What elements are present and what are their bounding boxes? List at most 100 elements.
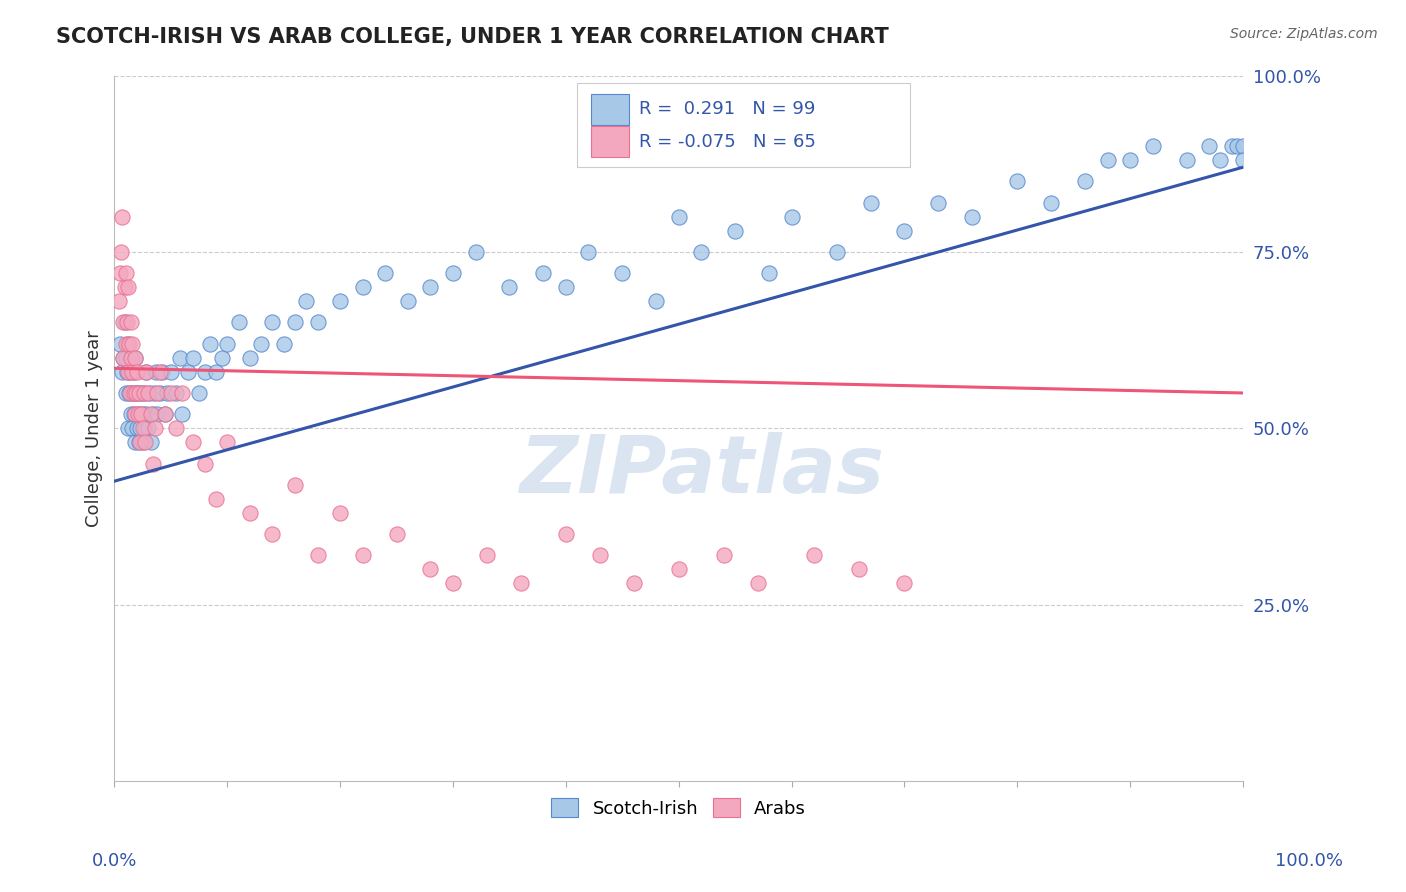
Point: [125, 386, 148, 401]
Point: [153, 407, 176, 421]
Point: [166, 386, 188, 401]
Point: [131, 407, 153, 421]
Point: [419, 280, 441, 294]
Point: [114, 315, 136, 329]
Point: [150, 365, 173, 379]
Point: [1175, 153, 1198, 168]
Point: [124, 351, 146, 365]
Point: [623, 576, 645, 591]
Point: [747, 576, 769, 591]
Point: [131, 386, 153, 401]
Point: [148, 386, 170, 401]
Point: [112, 351, 135, 365]
Point: [612, 266, 634, 280]
Point: [112, 315, 135, 329]
Point: [645, 294, 668, 309]
Point: [1119, 153, 1142, 168]
Point: [115, 315, 138, 329]
Point: [1220, 139, 1243, 153]
Point: [803, 548, 825, 562]
Point: [166, 421, 188, 435]
Point: [374, 266, 396, 280]
Point: [352, 280, 374, 294]
Point: [120, 351, 142, 365]
Point: [136, 386, 159, 401]
Point: [307, 548, 329, 562]
Point: [464, 244, 486, 259]
Point: [143, 421, 166, 435]
Point: [893, 576, 915, 591]
Legend: Scotch-Irish, Arabs: Scotch-Irish, Arabs: [544, 791, 814, 825]
Text: ZIPatlas: ZIPatlas: [519, 432, 884, 509]
Point: [114, 280, 136, 294]
FancyBboxPatch shape: [591, 94, 628, 125]
Point: [127, 386, 149, 401]
Point: [1232, 139, 1254, 153]
Point: [121, 336, 143, 351]
Point: [120, 386, 142, 401]
Point: [124, 407, 146, 421]
Point: [554, 527, 576, 541]
Point: [262, 315, 284, 329]
Point: [498, 280, 520, 294]
Point: [114, 351, 136, 365]
Text: R =  0.291   N = 99: R = 0.291 N = 99: [640, 101, 815, 119]
Point: [554, 280, 576, 294]
Point: [153, 407, 176, 421]
Point: [129, 435, 152, 450]
Point: [284, 477, 307, 491]
Point: [576, 244, 599, 259]
Point: [1074, 174, 1097, 188]
Point: [142, 457, 165, 471]
Point: [239, 506, 262, 520]
Point: [589, 548, 612, 562]
Point: [307, 315, 329, 329]
Point: [960, 210, 983, 224]
Point: [205, 365, 228, 379]
Point: [127, 407, 149, 421]
Point: [135, 407, 157, 421]
Point: [120, 407, 142, 421]
Point: [172, 386, 194, 401]
Point: [690, 244, 713, 259]
Point: [352, 548, 374, 562]
Point: [146, 386, 169, 401]
Point: [121, 386, 143, 401]
Point: [138, 386, 160, 401]
Text: 0.0%: 0.0%: [91, 852, 136, 870]
Point: [122, 386, 145, 401]
Point: [122, 407, 145, 421]
Point: [120, 315, 142, 329]
Point: [1209, 153, 1232, 168]
Point: [262, 527, 284, 541]
Point: [859, 195, 882, 210]
Point: [115, 365, 138, 379]
Point: [188, 386, 211, 401]
Point: [131, 407, 153, 421]
Point: [145, 365, 167, 379]
Point: [139, 435, 162, 450]
Point: [117, 336, 139, 351]
Point: [142, 386, 165, 401]
Point: [118, 336, 141, 351]
Point: [136, 421, 159, 435]
Point: [108, 266, 131, 280]
Point: [114, 266, 136, 280]
Point: [217, 336, 239, 351]
Point: [111, 210, 134, 224]
Point: [134, 421, 156, 435]
Point: [441, 266, 464, 280]
Point: [183, 351, 205, 365]
Point: [183, 435, 205, 450]
Text: 100.0%: 100.0%: [1275, 852, 1343, 870]
Point: [1097, 153, 1119, 168]
Point: [273, 336, 295, 351]
Point: [1198, 139, 1220, 153]
Point: [117, 365, 139, 379]
Point: [1142, 139, 1164, 153]
Point: [114, 386, 136, 401]
Point: [724, 224, 747, 238]
Point: [509, 576, 531, 591]
Point: [114, 336, 136, 351]
Text: R = -0.075   N = 65: R = -0.075 N = 65: [640, 133, 815, 151]
